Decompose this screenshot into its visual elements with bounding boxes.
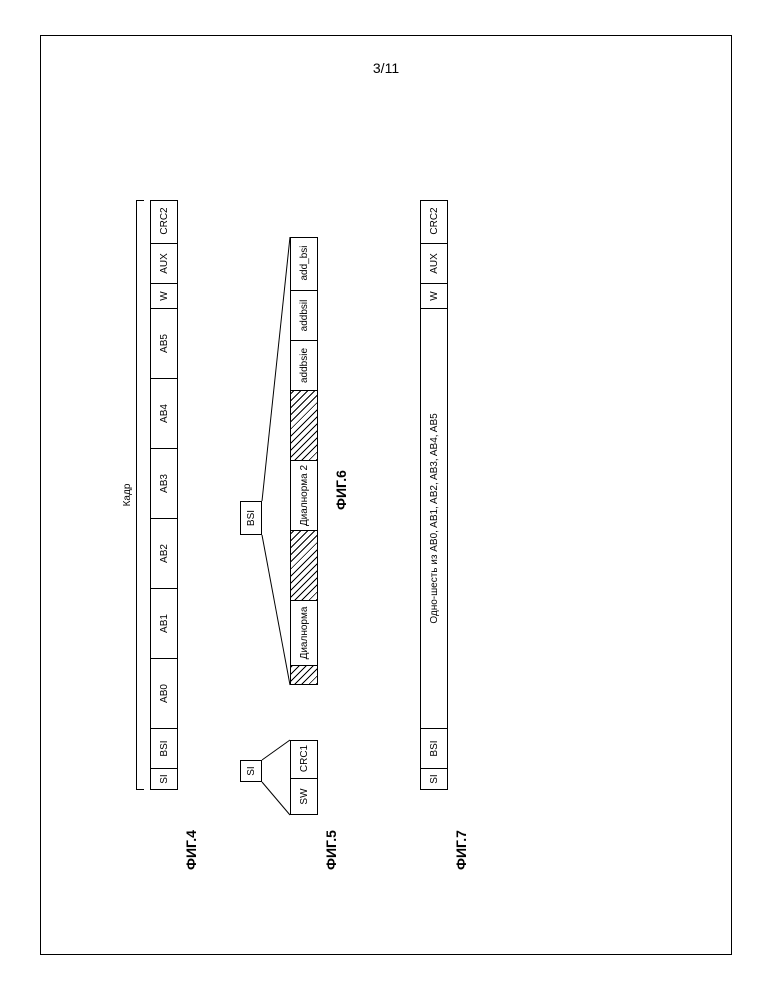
cell: [291, 391, 317, 461]
fig5-strip: SWCRC1: [290, 740, 318, 815]
cell: BSI: [151, 729, 177, 769]
fig5-label: ФИГ.5: [323, 830, 339, 870]
cell: AB1: [151, 589, 177, 659]
cell: W: [151, 284, 177, 309]
cell: Диалнорма: [291, 601, 317, 666]
diagram-stage: ФИГ.4 SIBSIAB0AB1AB2AB3AB4AB5WAUXCRC2 Ка…: [80, 110, 690, 930]
fig4-strip: SIBSIAB0AB1AB2AB3AB4AB5WAUXCRC2: [150, 200, 178, 790]
fig4-bracket-tick: [136, 789, 144, 790]
fig4-bracket: [136, 200, 137, 790]
fig6-label: ФИГ.6: [333, 470, 349, 510]
fig4-bracket-label: Кадр: [122, 475, 133, 515]
cell: CRC2: [421, 199, 447, 244]
cell: AB0: [151, 659, 177, 729]
cell: AB4: [151, 379, 177, 449]
cell: Диалнорма 2: [291, 461, 317, 531]
cell: SI: [421, 769, 447, 789]
cell: Одно-шесть из AB0, AB1, AB2, AB3, AB4, A…: [421, 309, 447, 729]
cell: addbsie: [291, 341, 317, 391]
fig6-zoom-lines: [80, 929, 81, 930]
cell: AUX: [421, 244, 447, 284]
fig7-strip: SIBSIОдно-шесть из AB0, AB1, AB2, AB3, A…: [420, 200, 448, 790]
cell: AB3: [151, 449, 177, 519]
cell: [291, 531, 317, 601]
cell: CRC1: [291, 739, 317, 779]
diagram-inner: ФИГ.4 SIBSIAB0AB1AB2AB3AB4AB5WAUXCRC2 Ка…: [80, 110, 690, 930]
fig4-bracket-tick: [136, 200, 144, 201]
fig6-bsi-box: BSI: [240, 501, 262, 535]
cell: AB2: [151, 519, 177, 589]
cell: add_bsi: [291, 236, 317, 291]
cell: W: [421, 284, 447, 309]
fig6-strip: Диалнорма Диалнорма 2 addbsieaddbsiladd_bs…: [290, 237, 318, 685]
cell: CRC2: [151, 199, 177, 244]
cell: AUX: [151, 244, 177, 284]
cell: SI: [151, 769, 177, 789]
cell: BSI: [421, 729, 447, 769]
page-number: 3/11: [0, 60, 772, 76]
cell: SW: [291, 779, 317, 814]
fig4-label: ФИГ.4: [183, 830, 199, 870]
cell: addbsil: [291, 291, 317, 341]
fig5-si-box: SI: [240, 760, 262, 782]
cell: AB5: [151, 309, 177, 379]
fig7-label: ФИГ.7: [453, 830, 469, 870]
cell: [291, 666, 317, 684]
